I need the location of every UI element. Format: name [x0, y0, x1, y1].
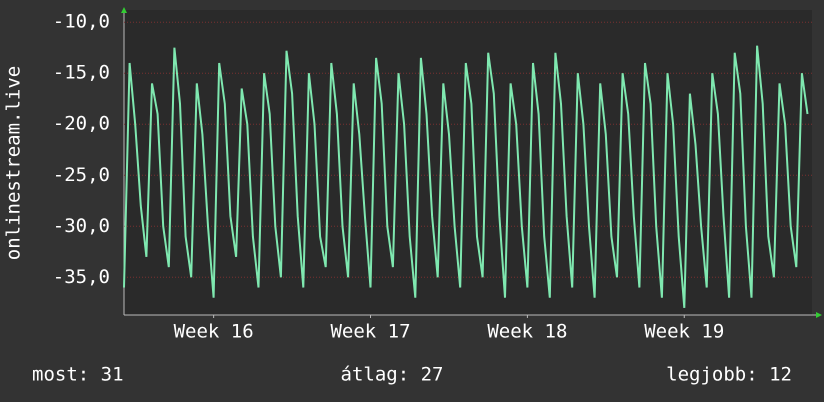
y-tick-label: -25,0 [53, 164, 110, 186]
y-tick-label: -15,0 [53, 62, 110, 84]
y-tick-label: -30,0 [53, 215, 110, 237]
footer-current: most: 31 [32, 364, 124, 386]
footer-best: legjobb: 12 [666, 364, 792, 386]
x-tick-label: Week 17 [330, 321, 410, 343]
x-tick-label: Week 16 [174, 321, 254, 343]
x-arrow [816, 312, 822, 318]
y-tick-label: -35,0 [53, 266, 110, 288]
y-tick-label: -20,0 [53, 113, 110, 135]
y-arrow [121, 7, 127, 13]
y-axis-label: onlinestream.live [3, 66, 25, 260]
x-tick-label: Week 19 [644, 321, 724, 343]
footer-average: átlag: 27 [341, 364, 444, 386]
x-tick-label: Week 18 [487, 321, 567, 343]
y-tick-label: -10,0 [53, 11, 110, 33]
series-line [123, 45, 809, 308]
